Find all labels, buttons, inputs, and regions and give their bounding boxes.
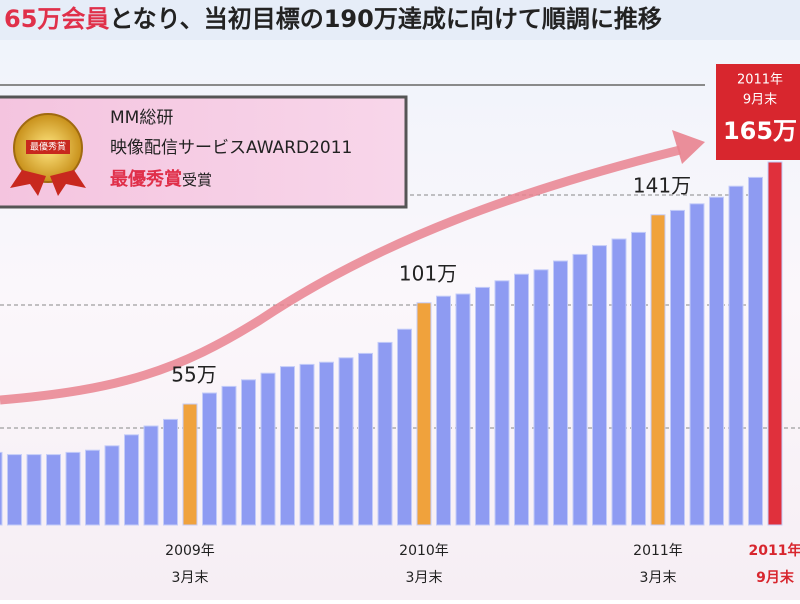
bar bbox=[553, 260, 568, 526]
bar bbox=[221, 385, 237, 526]
bar bbox=[85, 449, 100, 526]
bar bbox=[709, 196, 724, 526]
bar bbox=[689, 203, 705, 526]
bar bbox=[358, 352, 373, 526]
bar bbox=[631, 231, 646, 526]
x-tick-label: 2010年 bbox=[399, 543, 449, 559]
medal-text: 最優秀賞 bbox=[30, 141, 66, 153]
bar bbox=[514, 273, 529, 526]
title-highlight: 65万会員 bbox=[4, 5, 109, 33]
bar bbox=[475, 286, 490, 526]
bar bbox=[260, 372, 276, 526]
title-rest: となり、当初目標の190万達成に向けて順調に推移 bbox=[109, 5, 661, 33]
callout-date: 2011年 bbox=[737, 73, 783, 88]
award-prize: 最優秀賞受賞 bbox=[110, 168, 212, 190]
trend-arrow bbox=[0, 145, 682, 405]
bar bbox=[748, 176, 763, 526]
bars bbox=[0, 161, 783, 526]
callout-date: 9月末 bbox=[743, 93, 777, 108]
award-prize-name: 最優秀賞 bbox=[110, 168, 182, 190]
x-tick-label: 2009年 bbox=[165, 543, 215, 559]
x-tick-label: 2011年 bbox=[749, 542, 800, 559]
arrow-head bbox=[672, 130, 705, 164]
bar bbox=[436, 295, 451, 526]
bar bbox=[767, 161, 783, 526]
bar bbox=[163, 418, 178, 526]
medal-band bbox=[26, 140, 70, 154]
bar bbox=[124, 434, 139, 526]
bar bbox=[143, 425, 159, 526]
bar bbox=[319, 361, 334, 526]
medal-ribbon bbox=[50, 170, 86, 196]
value-label: 55万 bbox=[171, 363, 216, 387]
callout-box bbox=[716, 64, 800, 160]
award-name: 映像配信サービスAWARD2011 bbox=[110, 138, 352, 158]
bar bbox=[416, 302, 432, 526]
bar bbox=[494, 280, 510, 526]
value-label: 101万 bbox=[399, 261, 457, 285]
bar bbox=[650, 214, 666, 526]
x-tick-label: 3月末 bbox=[172, 570, 209, 586]
bar bbox=[455, 293, 471, 526]
bar bbox=[397, 328, 412, 526]
title: 65万会員となり、当初目標の190万達成に向けて順調に推移 bbox=[4, 5, 662, 33]
bar bbox=[0, 451, 3, 526]
bar bbox=[7, 454, 22, 526]
bar bbox=[728, 185, 744, 526]
award-org: MM総研 bbox=[110, 108, 173, 128]
x-tick-label: 3月末 bbox=[640, 570, 677, 586]
value-label: 141万 bbox=[633, 173, 691, 197]
medal-ribbon bbox=[10, 170, 46, 196]
value-label: 165万 bbox=[723, 117, 797, 145]
bar bbox=[26, 454, 42, 526]
bar bbox=[65, 451, 81, 526]
bar bbox=[241, 379, 256, 526]
bar bbox=[670, 209, 685, 526]
award-suffix: 受賞 bbox=[182, 171, 212, 189]
x-tick-label: 9月末 bbox=[756, 569, 795, 586]
bar bbox=[572, 253, 588, 526]
bar bbox=[104, 445, 120, 526]
bar bbox=[592, 245, 607, 526]
header-band bbox=[0, 0, 800, 40]
bar bbox=[338, 357, 354, 526]
bar bbox=[299, 363, 315, 526]
bar bbox=[280, 366, 295, 526]
x-tick-label: 2011年 bbox=[633, 543, 683, 559]
bar bbox=[611, 238, 627, 526]
bar bbox=[377, 341, 393, 526]
x-tick-label: 3月末 bbox=[406, 570, 443, 586]
bar bbox=[46, 454, 61, 526]
bar bbox=[533, 269, 549, 526]
bar bbox=[202, 392, 217, 526]
bar bbox=[182, 403, 198, 526]
